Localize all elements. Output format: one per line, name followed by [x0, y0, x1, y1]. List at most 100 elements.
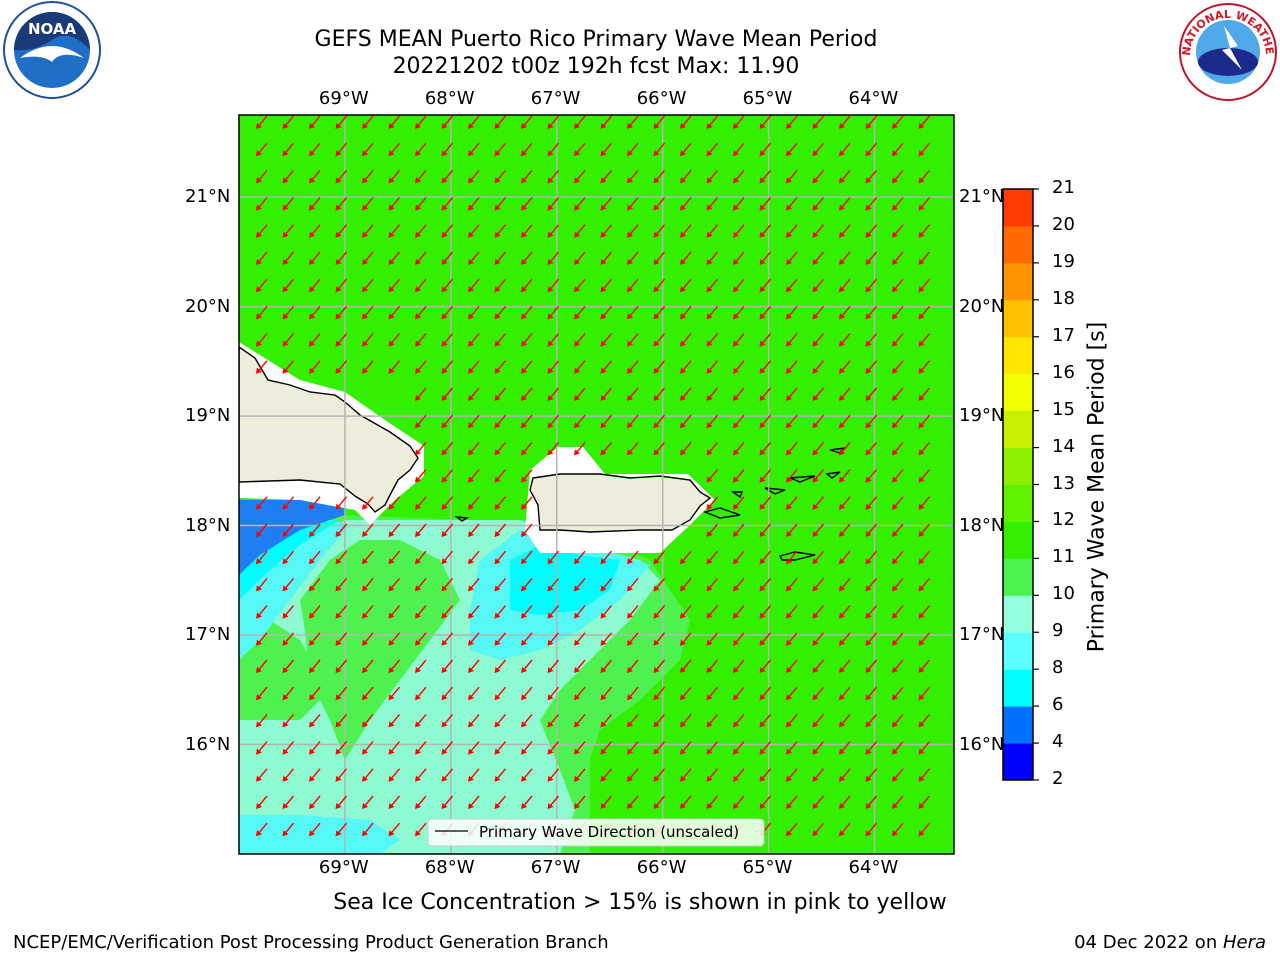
wave-arrow — [918, 360, 931, 374]
wave-arrow — [918, 659, 931, 673]
wave-arrow — [759, 387, 772, 401]
wave-arrow — [494, 414, 507, 429]
wave-arrow — [600, 414, 613, 429]
wave-arrow — [786, 822, 798, 837]
wave-arrow — [680, 795, 692, 809]
wave-arrow — [362, 115, 374, 129]
wave-arrow — [309, 142, 321, 157]
wave-arrow — [865, 169, 878, 184]
wave-arrow — [574, 197, 586, 211]
wave-arrow — [335, 115, 348, 129]
wave-arrow — [812, 115, 825, 129]
wave-arrow — [812, 768, 825, 782]
wave-arrow — [865, 142, 878, 157]
wave-arrow — [680, 414, 692, 429]
wave-arrow — [441, 686, 454, 701]
wave-arrow — [839, 414, 851, 429]
wave-arrow — [918, 577, 931, 592]
wave-arrow — [733, 197, 745, 211]
wave-arrow — [918, 550, 931, 565]
lon-label-top: 68°W — [424, 88, 475, 109]
wave-arrow — [680, 333, 692, 347]
wave-arrow — [892, 333, 904, 347]
wave-arrow — [335, 224, 348, 238]
wave-arrow — [441, 496, 454, 510]
wave-arrow — [494, 224, 507, 238]
wave-arrow — [918, 169, 931, 184]
wave-arrow — [574, 795, 586, 809]
wave-arrow — [680, 251, 692, 265]
wave-arrow — [521, 550, 533, 565]
nws-logo: NATIONAL WEATHER SERVICE — [1176, 0, 1277, 101]
wave-arrow — [388, 741, 401, 755]
map-plot-area — [239, 115, 954, 854]
wave-arrow — [865, 360, 878, 374]
wave-arrow — [865, 686, 878, 701]
wave-arrow — [786, 741, 798, 755]
lat-label-right: 21°N — [959, 186, 1005, 208]
wave-arrow — [839, 741, 851, 755]
colorbar-segment — [1003, 669, 1033, 707]
wave-arrow — [812, 577, 825, 592]
colorbar-tick-label: 18 — [1052, 287, 1075, 309]
wave-arrow — [388, 523, 401, 537]
colorbar-tick-label: 17 — [1052, 324, 1075, 346]
wave-arrow — [574, 414, 586, 429]
wave-arrow — [282, 333, 295, 347]
wave-arrow — [627, 713, 639, 728]
wave-arrow — [918, 251, 931, 265]
wave-arrow — [282, 822, 295, 837]
wave-arrow — [468, 387, 480, 401]
wave-arrow — [812, 741, 825, 755]
wave-arrow — [282, 686, 295, 701]
wave-arrow — [706, 605, 719, 619]
wave-arrow — [362, 822, 374, 837]
wave-arrow — [865, 741, 878, 755]
colorbar-segment — [1003, 743, 1033, 781]
colorbar-segment — [1003, 373, 1033, 412]
wave-arrow — [653, 686, 666, 701]
lat-label-left: 18°N — [185, 514, 231, 536]
wave-arrow — [309, 550, 321, 565]
wave-arrow — [839, 496, 851, 510]
wave-arrow — [706, 360, 719, 374]
wave-arrow — [653, 713, 666, 728]
wave-arrow — [256, 523, 268, 537]
wave-arrow — [547, 605, 560, 619]
wave-arrow — [521, 278, 533, 293]
wave-arrow — [680, 659, 692, 673]
wave-arrow — [256, 115, 268, 129]
wave-arrow — [388, 550, 401, 565]
wave-arrow — [256, 822, 268, 837]
legend-label: Primary Wave Direction (unscaled) — [479, 823, 739, 841]
wave-arrow — [309, 224, 321, 238]
wave-arrow — [468, 605, 480, 619]
wave-arrow — [653, 605, 666, 619]
colorbar-segment — [1003, 225, 1033, 264]
wave-arrow — [415, 795, 427, 809]
wave-arrow — [812, 197, 825, 211]
wave-arrow — [547, 686, 560, 701]
chart-title: GEFS MEAN Puerto Rico Primary Wave Mean … — [314, 27, 878, 52]
wave-arrow — [547, 387, 560, 401]
wave-arrow — [839, 197, 851, 211]
wave-arrow — [892, 632, 904, 646]
wave-arrow — [627, 333, 639, 347]
lat-label-right: 19°N — [959, 405, 1005, 427]
wave-arrow — [918, 441, 931, 456]
wave-period-10-11-patch — [300, 540, 460, 760]
wave-arrow — [839, 469, 851, 483]
wave-arrow — [256, 632, 268, 646]
wave-arrow — [441, 632, 454, 646]
wave-arrow — [680, 305, 692, 320]
wave-arrow — [839, 305, 851, 320]
wave-arrow — [388, 768, 401, 782]
wave-arrow — [309, 605, 321, 619]
wave-arrow — [335, 278, 348, 293]
wave-arrow — [441, 115, 454, 129]
wave-arrow — [892, 387, 904, 401]
wave-arrow — [547, 360, 560, 374]
colorbar-tick-label: 4 — [1052, 731, 1064, 753]
wave-arrow — [786, 251, 798, 265]
wave-arrow — [839, 768, 851, 782]
